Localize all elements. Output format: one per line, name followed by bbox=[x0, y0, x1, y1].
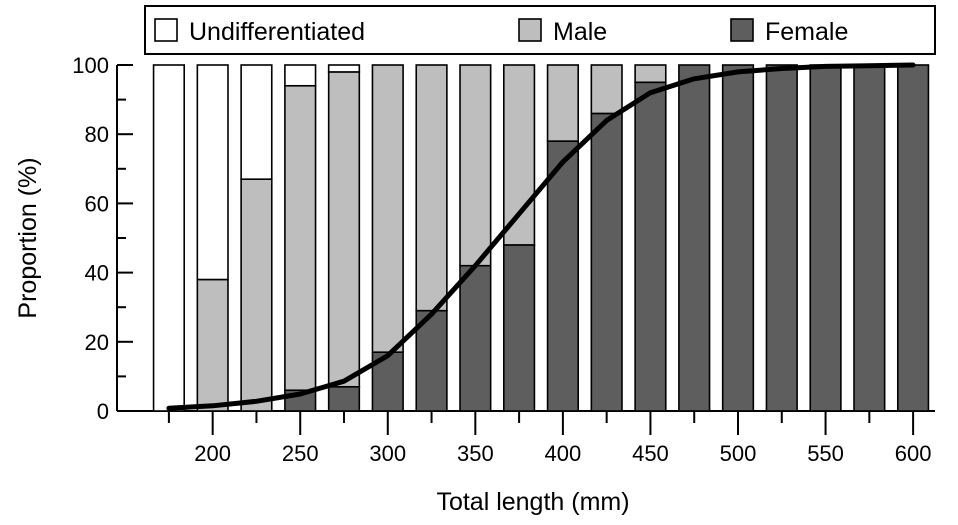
bar-segment-female bbox=[634, 81, 667, 412]
legend-swatch-undifferentiated bbox=[154, 18, 178, 42]
legend-swatch-female bbox=[730, 18, 754, 42]
bar-segment-female bbox=[853, 64, 886, 412]
bar-segment-female bbox=[678, 64, 711, 412]
bar-segment-male bbox=[240, 178, 273, 412]
fitted-logistic-curve bbox=[166, 62, 916, 411]
x-tick-label: 550 bbox=[807, 441, 844, 466]
x-axis: 200 250 300 350 400 450 500 550 600 bbox=[117, 410, 935, 466]
x-tick-label: 350 bbox=[457, 441, 494, 466]
bar-segment-male bbox=[327, 71, 361, 388]
legend-items: Undifferentiated Male Female bbox=[154, 18, 848, 46]
bar-segment-male bbox=[284, 84, 317, 392]
x-tick-label: 600 bbox=[895, 441, 932, 466]
y-tick-label: 60 bbox=[85, 191, 109, 216]
y-tick-label: 20 bbox=[85, 330, 109, 355]
y-tick-label: 80 bbox=[85, 122, 109, 147]
bar-segment-female bbox=[502, 244, 536, 412]
bar-segment-female bbox=[327, 385, 361, 412]
x-tick-label: 250 bbox=[282, 441, 319, 466]
bar-segment-female bbox=[459, 264, 492, 412]
bar-segment-male bbox=[546, 64, 580, 142]
bars bbox=[152, 64, 930, 412]
bar-segment-undifferentiated bbox=[327, 64, 361, 73]
bar-segment-male bbox=[196, 278, 229, 412]
x-tick-label: 300 bbox=[369, 441, 406, 466]
bar-segment-female bbox=[590, 112, 623, 412]
bar-segment-male bbox=[415, 64, 448, 312]
bar-segment-female bbox=[415, 309, 448, 412]
legend-label-undifferentiated: Undifferentiated bbox=[189, 18, 365, 46]
y-axis: 0 20 40 60 80 100 bbox=[72, 53, 133, 424]
bar-segment-female bbox=[721, 64, 755, 412]
y-axis-title: Proportion (%) bbox=[14, 157, 42, 318]
x-axis-title: Total length (mm) bbox=[436, 488, 629, 516]
bar-segment-undifferentiated bbox=[284, 64, 317, 87]
bar-segment-male bbox=[371, 64, 404, 353]
legend: Undifferentiated Male Female bbox=[144, 5, 936, 55]
legend-label-female: Female bbox=[765, 18, 848, 46]
bar-segment-female bbox=[765, 64, 798, 412]
bar-segment-male bbox=[634, 64, 667, 84]
y-tick-label: 100 bbox=[72, 53, 109, 78]
bar-segment-female bbox=[546, 140, 580, 412]
bar-segment-male bbox=[590, 64, 623, 115]
bar-segment-female bbox=[809, 64, 842, 412]
legend-label-male: Male bbox=[553, 18, 607, 46]
y-tick-label: 40 bbox=[85, 261, 109, 286]
bar-segment-male bbox=[502, 64, 536, 246]
x-tick-label: 500 bbox=[720, 441, 757, 466]
bar-segment-undifferentiated bbox=[196, 64, 229, 281]
bar-segment-undifferentiated bbox=[152, 64, 186, 412]
x-tick-label: 450 bbox=[632, 441, 669, 466]
bar-segment-male bbox=[459, 64, 492, 267]
bar-segment-undifferentiated bbox=[240, 64, 273, 180]
x-tick-label: 400 bbox=[545, 441, 582, 466]
legend-swatch-male bbox=[518, 18, 542, 42]
x-tick-label: 200 bbox=[194, 441, 231, 466]
y-tick-label: 0 bbox=[97, 399, 109, 424]
bar-segment-female bbox=[896, 64, 930, 412]
